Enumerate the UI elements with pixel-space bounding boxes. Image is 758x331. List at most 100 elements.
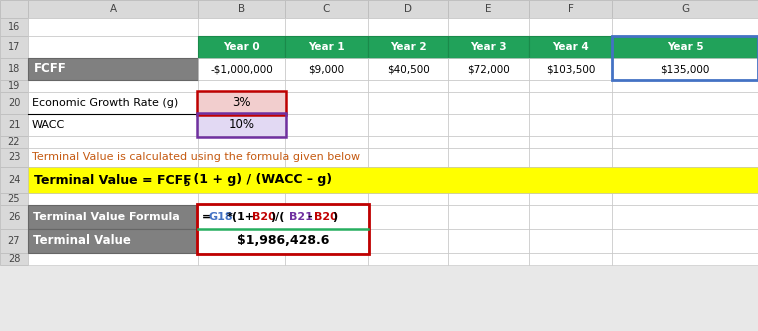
Bar [612, 36, 758, 58]
Bar [198, 36, 285, 58]
Bar [368, 193, 448, 205]
Bar [612, 18, 758, 36]
Bar [448, 36, 529, 58]
Bar [28, 114, 198, 136]
Bar [448, 167, 529, 193]
Bar [368, 167, 448, 193]
Bar [448, 92, 529, 114]
Bar [285, 136, 368, 148]
Bar [28, 229, 198, 253]
Bar [285, 205, 368, 229]
Bar [285, 0, 368, 18]
Bar [612, 0, 758, 18]
Bar [448, 58, 529, 80]
Bar [198, 92, 285, 114]
Bar [448, 253, 529, 265]
Bar [448, 148, 529, 167]
Bar [368, 36, 448, 58]
Bar [28, 148, 198, 167]
Bar [197, 204, 369, 254]
Bar [368, 136, 448, 148]
Bar [0, 229, 28, 253]
Bar [28, 36, 198, 58]
Text: Terminal Value: Terminal Value [33, 234, 131, 248]
Bar [529, 58, 612, 80]
Bar [198, 0, 285, 18]
Bar [28, 0, 198, 18]
Bar [285, 18, 368, 36]
Bar [285, 114, 368, 136]
Bar [198, 92, 285, 114]
Bar [28, 80, 198, 92]
Bar [198, 58, 285, 80]
Bar [285, 58, 368, 80]
Text: WACC: WACC [32, 120, 65, 130]
Text: 20: 20 [8, 98, 20, 108]
Text: B: B [238, 4, 245, 14]
Text: *(1+: *(1+ [227, 212, 255, 222]
Bar [198, 229, 285, 253]
Bar [448, 193, 529, 205]
Bar [529, 167, 612, 193]
Bar [285, 36, 368, 58]
Bar [612, 136, 758, 148]
Text: Terminal Value is calculated using the formula given below: Terminal Value is calculated using the f… [32, 153, 360, 163]
Bar [0, 114, 28, 136]
Bar [368, 80, 448, 92]
Text: ): ) [332, 212, 337, 222]
Text: B21: B21 [289, 212, 312, 222]
Text: E: E [485, 4, 492, 14]
Bar [198, 167, 285, 193]
Bar [0, 80, 28, 92]
Bar [198, 205, 285, 229]
Bar [448, 114, 529, 136]
Bar [612, 114, 758, 136]
Bar [448, 58, 529, 80]
Text: Year 2: Year 2 [390, 42, 426, 52]
Bar [197, 91, 286, 115]
Bar [0, 36, 28, 58]
Bar [448, 136, 529, 148]
Bar [285, 36, 368, 58]
Bar [285, 148, 368, 167]
Bar [529, 193, 612, 205]
Text: $72,000: $72,000 [467, 64, 510, 74]
Bar [198, 193, 285, 205]
Bar [368, 253, 448, 265]
Bar [612, 167, 758, 193]
Bar [285, 92, 368, 114]
Bar [0, 0, 28, 18]
Text: A: A [109, 4, 117, 14]
Bar [0, 205, 28, 229]
Bar [28, 253, 198, 265]
Bar [612, 193, 758, 205]
Bar [529, 114, 612, 136]
Bar [198, 253, 285, 265]
Bar [285, 253, 368, 265]
Bar [198, 18, 285, 36]
Bar [0, 148, 28, 167]
Text: 25: 25 [8, 194, 20, 204]
Text: 24: 24 [8, 175, 20, 185]
Bar [529, 205, 612, 229]
Text: D: D [404, 4, 412, 14]
Text: -$1,000,000: -$1,000,000 [210, 64, 273, 74]
Bar [0, 58, 28, 80]
Bar [28, 92, 198, 114]
Bar [285, 58, 368, 80]
Bar [198, 36, 285, 58]
Bar [529, 36, 612, 58]
Bar [448, 80, 529, 92]
Text: 18: 18 [8, 64, 20, 74]
Text: 17: 17 [8, 42, 20, 52]
Text: FCFF: FCFF [34, 63, 67, 75]
Text: 23: 23 [8, 153, 20, 163]
Text: $135,000: $135,000 [660, 64, 709, 74]
Bar [612, 253, 758, 265]
Bar [28, 205, 198, 229]
Text: B20: B20 [252, 212, 275, 222]
Text: 21: 21 [8, 120, 20, 130]
Bar [28, 167, 758, 193]
Text: 22: 22 [8, 137, 20, 147]
Bar [448, 229, 529, 253]
